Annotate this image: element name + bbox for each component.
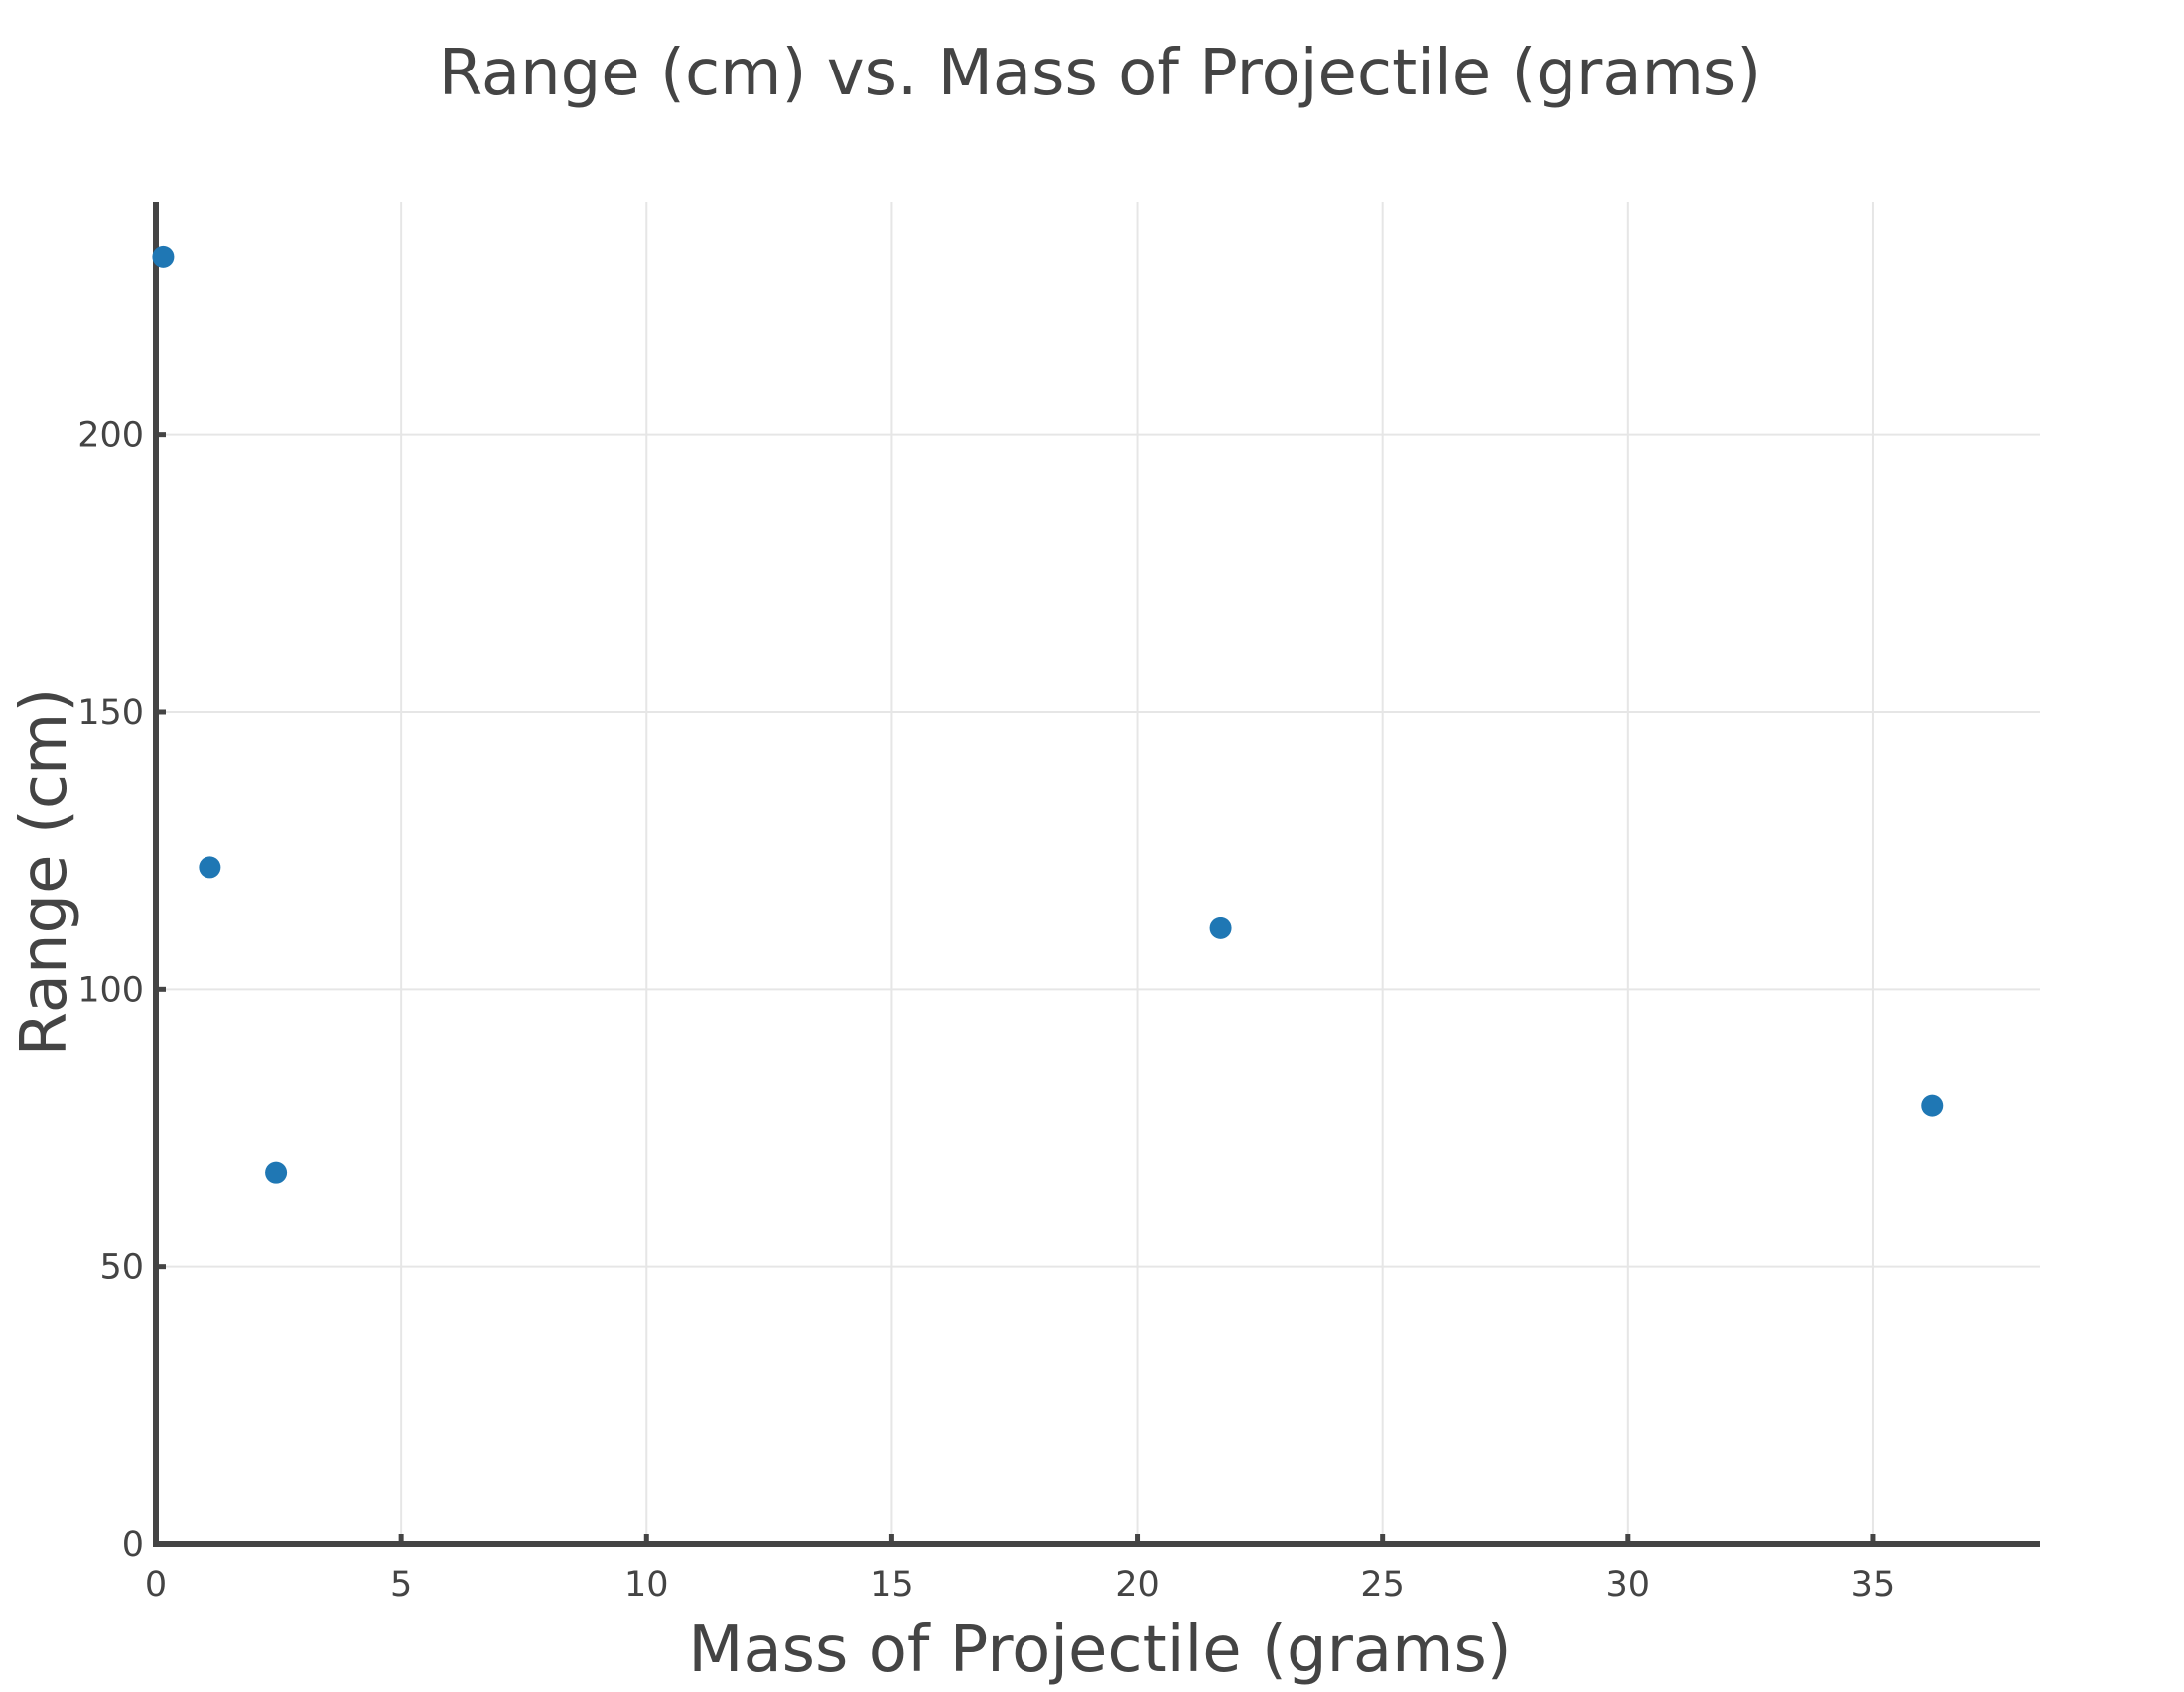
y-axis-title: Range (cm) [8, 688, 81, 1057]
y-tick-label: 50 [99, 1248, 144, 1288]
x-tick-label: 15 [870, 1565, 914, 1605]
data-point [199, 856, 221, 879]
data-point [1209, 916, 1232, 939]
data-point [152, 245, 175, 268]
grid-layer [156, 202, 2040, 1544]
y-tick-label: 150 [77, 693, 144, 733]
x-tick-label: 30 [1606, 1565, 1651, 1605]
x-tick-label: 0 [145, 1565, 167, 1605]
point-layer [152, 245, 1944, 1184]
x-tick-label: 5 [390, 1565, 412, 1605]
x-tick-label: 10 [624, 1565, 669, 1605]
x-tick-label: 25 [1360, 1565, 1405, 1605]
x-tick-label: 35 [1851, 1565, 1896, 1605]
x-axis-title: Mass of Projectile (grams) [688, 1614, 1512, 1687]
data-point [1921, 1094, 1944, 1117]
axis-layer [153, 202, 2040, 1547]
data-point [265, 1161, 288, 1184]
tick-layer: 0 5 10 15 20 25 30 35 0 50 100 150 200 [77, 416, 1895, 1605]
y-tick-label: 0 [122, 1525, 144, 1565]
chart-title: Range (cm) vs. Mass of Projectile (grams… [439, 37, 1761, 110]
x-tick-label: 20 [1115, 1565, 1160, 1605]
y-tick-label: 200 [77, 416, 144, 456]
y-tick-label: 100 [77, 970, 144, 1010]
